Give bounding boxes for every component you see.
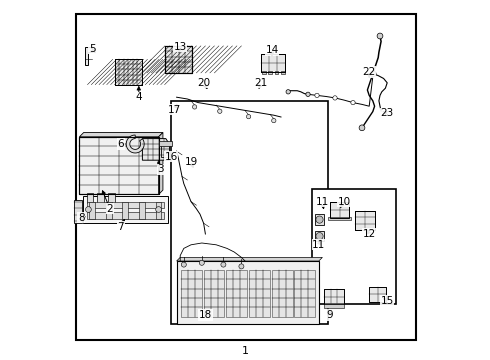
Bar	[315, 214, 324, 225]
Circle shape	[193, 105, 197, 109]
Bar	[162, 144, 170, 157]
Bar	[261, 54, 285, 72]
Bar	[171, 101, 328, 324]
Bar	[330, 202, 349, 218]
Bar	[98, 193, 104, 203]
Bar	[115, 59, 142, 85]
Text: 12: 12	[363, 229, 376, 239]
Circle shape	[239, 264, 244, 269]
Polygon shape	[176, 257, 322, 261]
Text: 21: 21	[255, 78, 268, 88]
Circle shape	[181, 262, 186, 267]
Circle shape	[199, 260, 204, 265]
Bar	[249, 270, 270, 317]
Bar	[355, 211, 374, 230]
Polygon shape	[126, 135, 144, 153]
Bar	[74, 200, 82, 223]
Circle shape	[377, 33, 383, 39]
Text: 4: 4	[136, 92, 142, 102]
Bar	[159, 141, 171, 146]
Circle shape	[370, 71, 376, 77]
Bar	[226, 270, 247, 317]
Bar	[355, 211, 374, 230]
Circle shape	[218, 109, 222, 113]
Bar	[369, 287, 387, 302]
Text: 19: 19	[184, 157, 197, 167]
Polygon shape	[85, 47, 92, 65]
Polygon shape	[143, 139, 170, 160]
Text: 2: 2	[107, 204, 113, 214]
Text: 1: 1	[242, 346, 248, 356]
Text: 18: 18	[199, 310, 212, 320]
Bar	[89, 202, 95, 219]
Bar	[324, 303, 344, 308]
Bar	[87, 212, 164, 219]
Text: 7: 7	[118, 222, 124, 232]
Text: 11: 11	[312, 240, 325, 250]
Circle shape	[86, 207, 91, 212]
Text: 6: 6	[118, 139, 124, 149]
Bar	[165, 46, 192, 73]
Circle shape	[306, 92, 310, 96]
Circle shape	[246, 114, 251, 119]
Polygon shape	[79, 132, 163, 137]
Circle shape	[316, 233, 323, 240]
Bar	[294, 270, 315, 317]
Bar	[87, 202, 164, 208]
Bar	[181, 270, 202, 317]
Text: 13: 13	[173, 42, 187, 52]
Circle shape	[316, 216, 323, 223]
Circle shape	[333, 96, 337, 100]
Text: 9: 9	[326, 310, 333, 320]
Bar	[324, 289, 344, 304]
Circle shape	[315, 93, 319, 98]
Bar	[122, 202, 128, 219]
Text: 3: 3	[157, 164, 164, 174]
Bar	[369, 287, 387, 302]
Bar	[139, 202, 145, 219]
Bar	[281, 71, 285, 74]
Text: 20: 20	[197, 78, 210, 88]
Circle shape	[156, 207, 162, 212]
Text: 22: 22	[363, 67, 376, 77]
Text: 23: 23	[381, 108, 394, 118]
Text: 5: 5	[89, 44, 96, 54]
Polygon shape	[159, 132, 163, 194]
Bar	[115, 59, 142, 85]
Bar	[330, 202, 349, 218]
Text: 1: 1	[242, 346, 248, 356]
Bar	[271, 270, 293, 317]
Bar	[324, 289, 344, 304]
Bar	[274, 71, 278, 74]
Text: 10: 10	[338, 197, 350, 207]
Circle shape	[271, 118, 276, 123]
Circle shape	[286, 90, 291, 94]
Bar	[315, 231, 324, 241]
Bar	[204, 270, 224, 317]
Bar	[176, 261, 319, 324]
Bar	[328, 217, 351, 220]
Bar	[106, 202, 112, 219]
Text: 17: 17	[168, 105, 181, 115]
Bar	[108, 193, 115, 203]
Bar	[262, 71, 266, 74]
Circle shape	[351, 100, 355, 105]
Bar	[79, 137, 159, 194]
Text: 8: 8	[78, 213, 84, 223]
Bar	[312, 189, 396, 304]
Text: 15: 15	[381, 296, 394, 306]
Bar	[269, 71, 272, 74]
Text: 14: 14	[266, 45, 279, 55]
Text: 11: 11	[316, 197, 329, 207]
Bar	[261, 54, 285, 72]
Circle shape	[359, 125, 365, 131]
Text: 16: 16	[165, 152, 178, 162]
Bar	[79, 137, 159, 194]
Bar	[156, 202, 162, 219]
Bar	[87, 193, 93, 203]
Bar	[165, 46, 192, 73]
Circle shape	[221, 262, 226, 267]
Bar	[83, 196, 168, 223]
